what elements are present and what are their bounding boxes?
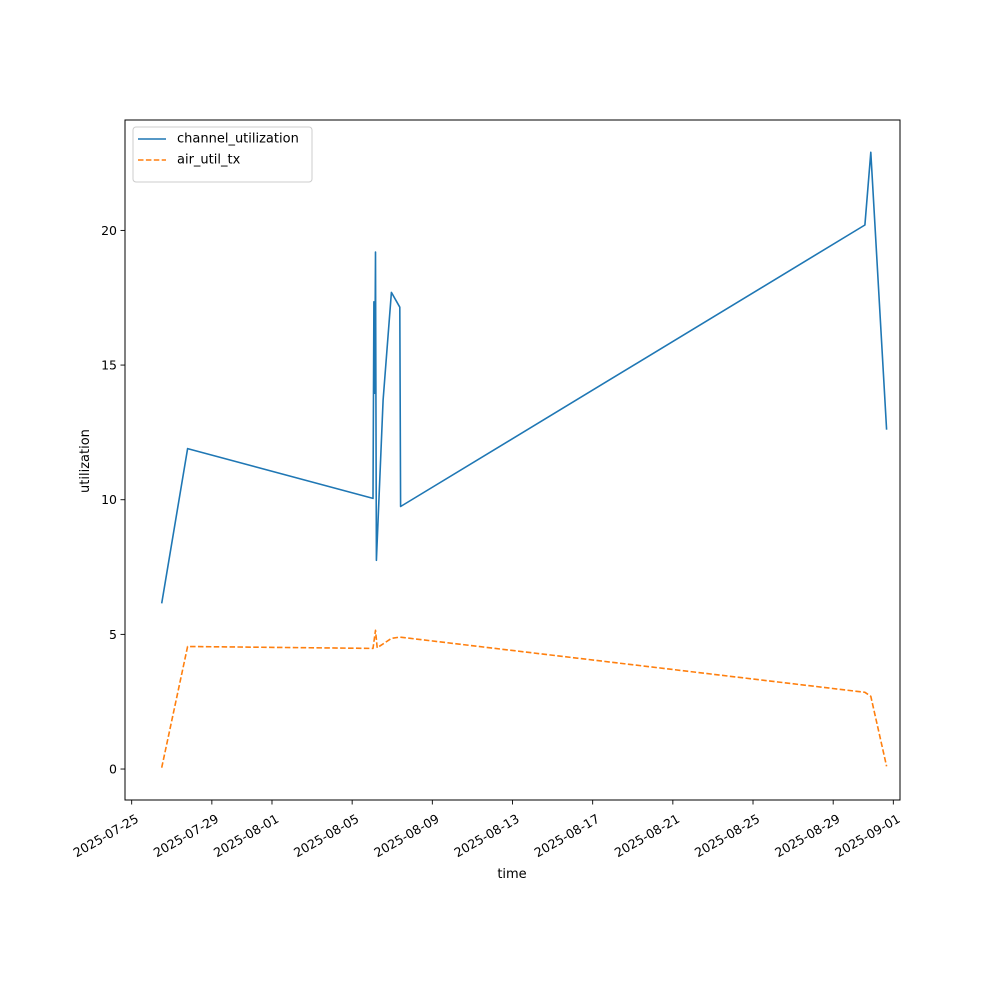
x-tick-label: 2025-08-09 [371,811,441,860]
x-tick-label: 2025-08-17 [532,811,602,860]
series-line-channel_utilization [160,151,888,604]
legend: channel_utilization air_util_tx [132,126,313,183]
x-tick-label: 2025-08-29 [772,811,842,860]
legend-label: channel_utilization [177,132,299,147]
x-tick-label: 2025-07-29 [151,811,221,860]
x-tick-label: 2025-09-01 [832,811,902,860]
x-tick-label: 2025-07-25 [71,811,141,860]
y-tick-label: 15 [101,358,117,373]
y-tick-label: 5 [109,627,117,642]
x-tick-label: 2025-08-01 [211,811,281,860]
series-line-air_util_tx [160,629,888,768]
plot-area-frame [124,119,901,801]
series-layer [160,151,888,768]
legend-label: air_util_tx [177,153,241,168]
x-tick-label: 2025-08-13 [451,811,521,860]
y-axis-label: utilization [78,429,93,493]
y-axis: 0 5 10 15 20 [101,223,125,777]
legend-box [132,126,313,183]
x-tick-label: 2025-08-05 [291,811,361,860]
x-tick-label: 2025-08-21 [612,811,682,860]
x-tick-label: 2025-08-25 [692,811,762,860]
x-axis-label: time [497,867,526,882]
y-tick-label: 0 [109,762,117,777]
y-tick-label: 20 [101,223,117,238]
y-tick-label: 10 [101,492,117,507]
